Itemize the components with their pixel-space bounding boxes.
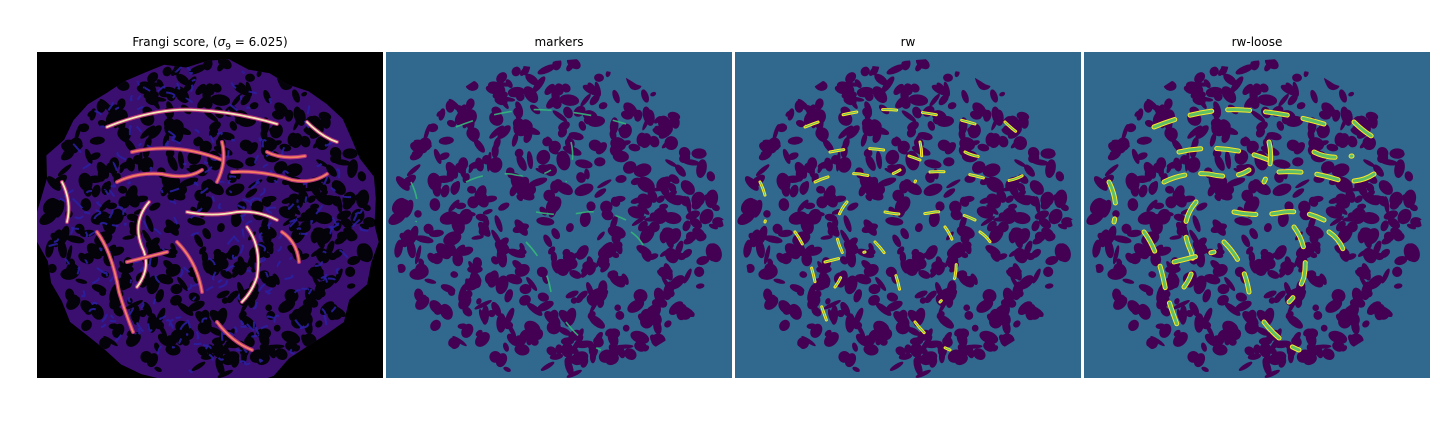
rw-image <box>735 52 1081 378</box>
markers-image <box>386 52 732 378</box>
frangi-score-image <box>37 52 383 378</box>
panel-title-markers: markers <box>534 35 584 49</box>
panel-title-rw: rw <box>900 35 916 49</box>
rw-loose-image <box>1084 52 1430 378</box>
panel-title-rw-loose: rw-loose <box>1231 35 1283 49</box>
panel-title-frangi: Frangi score, (σ9 = 6.025) <box>132 35 288 53</box>
